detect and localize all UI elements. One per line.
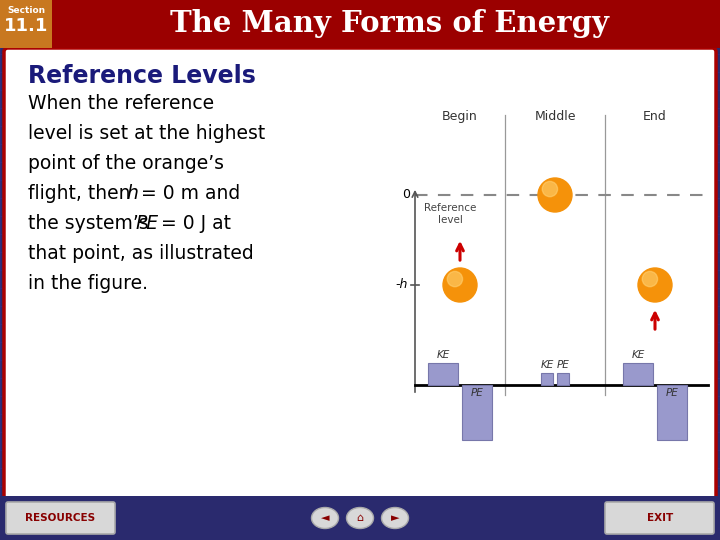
Bar (0, 0, 52, 48)
Text: PE: PE (136, 214, 159, 233)
Text: flight, then: flight, then (28, 184, 137, 203)
Text: PE: PE (665, 388, 678, 398)
Text: that point, as illustrated: that point, as illustrated (28, 244, 253, 263)
Text: h: h (126, 184, 138, 203)
Text: EXIT: EXIT (647, 513, 673, 523)
Bar (0, 496, 720, 540)
Text: When the reference: When the reference (28, 94, 214, 113)
Text: Section: Section (7, 6, 45, 15)
FancyBboxPatch shape (605, 502, 714, 534)
Text: Middle: Middle (534, 110, 576, 123)
Text: End: End (643, 110, 667, 123)
Text: KE: KE (436, 350, 449, 360)
Circle shape (443, 268, 477, 302)
Bar (557, 373, 569, 385)
Text: level is set at the highest: level is set at the highest (28, 124, 265, 143)
Text: RESOURCES: RESOURCES (25, 513, 95, 523)
Ellipse shape (346, 508, 374, 529)
Text: in the figure.: in the figure. (28, 274, 148, 293)
Bar (623, 363, 653, 385)
Text: PE: PE (471, 388, 483, 398)
Text: 0: 0 (402, 187, 410, 200)
Text: Reference
level: Reference level (424, 203, 476, 225)
Ellipse shape (382, 508, 408, 529)
Text: ⌂: ⌂ (356, 513, 364, 523)
Text: = 0 m and: = 0 m and (135, 184, 240, 203)
Bar (541, 373, 553, 385)
Text: Begin: Begin (442, 110, 478, 123)
Text: the system’s: the system’s (28, 214, 155, 233)
Text: = 0 J at: = 0 J at (155, 214, 231, 233)
Circle shape (538, 178, 572, 212)
Text: KE: KE (541, 360, 554, 370)
Ellipse shape (312, 508, 338, 529)
Bar (0, 0, 720, 48)
Bar (657, 385, 687, 440)
Circle shape (642, 272, 657, 287)
Text: ►: ► (391, 513, 400, 523)
FancyBboxPatch shape (6, 502, 115, 534)
Text: -h: -h (395, 279, 408, 292)
Text: KE: KE (631, 350, 644, 360)
Circle shape (638, 268, 672, 302)
Text: ◄: ◄ (320, 513, 329, 523)
Circle shape (447, 272, 462, 287)
Bar (428, 363, 458, 385)
FancyBboxPatch shape (4, 48, 716, 500)
Text: PE: PE (557, 360, 570, 370)
Text: point of the orange’s: point of the orange’s (28, 154, 224, 173)
Circle shape (542, 181, 557, 197)
Text: Reference Levels: Reference Levels (28, 64, 256, 88)
Text: The Many Forms of Energy: The Many Forms of Energy (171, 10, 610, 38)
Bar (462, 385, 492, 440)
Text: 11.1: 11.1 (4, 17, 48, 35)
